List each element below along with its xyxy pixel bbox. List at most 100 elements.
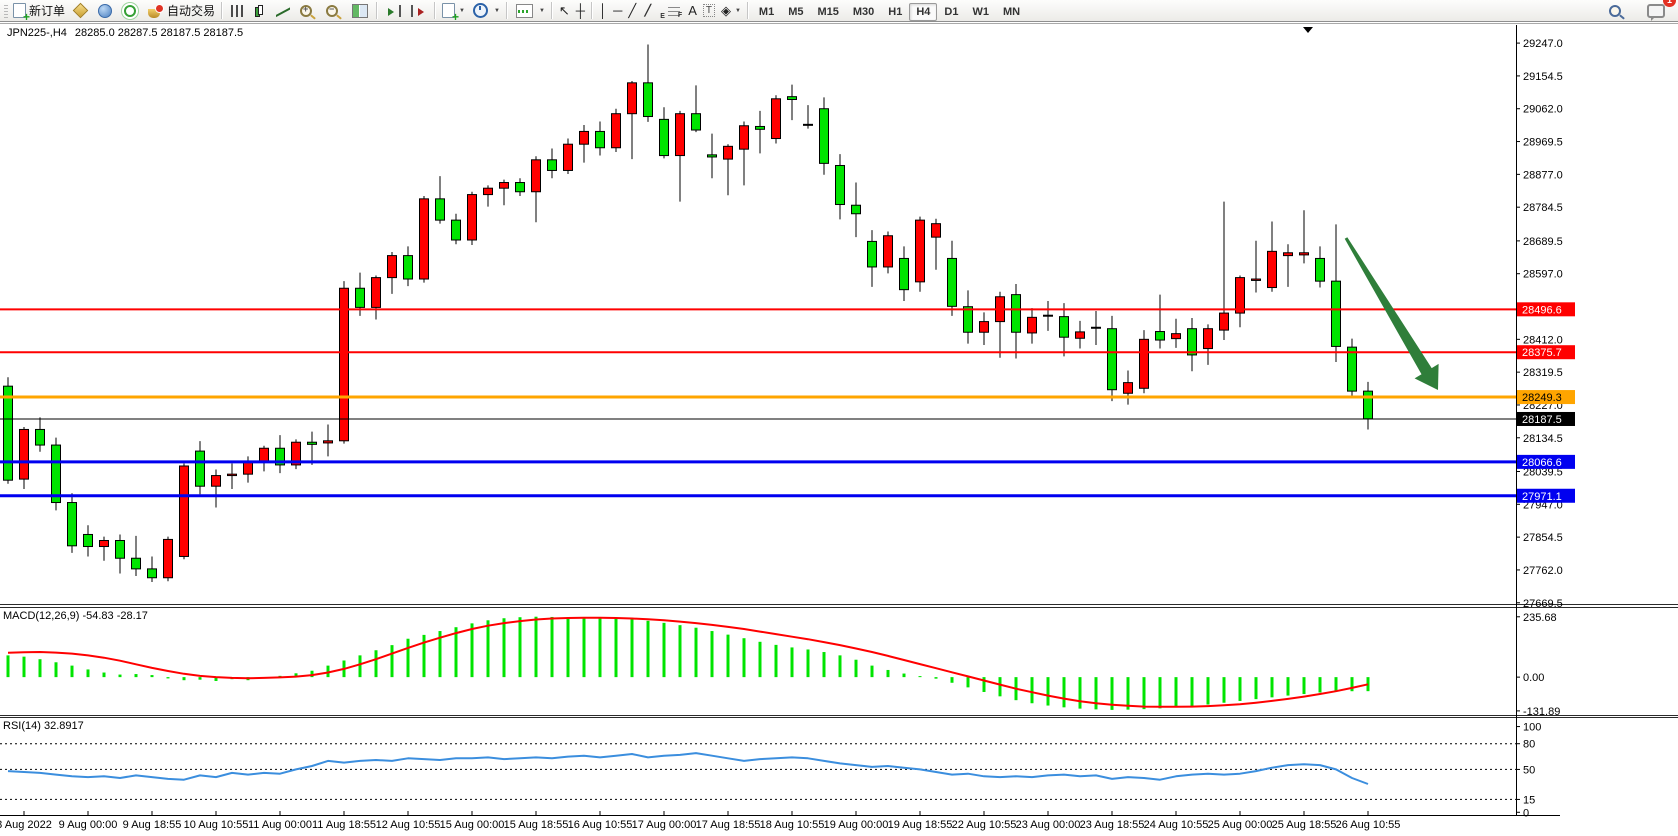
time-tick-label: 9 Aug 18:55 xyxy=(123,819,182,831)
candle xyxy=(771,98,781,140)
indicators-button[interactable]: ▼ xyxy=(511,1,548,21)
candle xyxy=(179,465,189,557)
macd-indicator-label: MACD(12,26,9) -54.83 -28.17 xyxy=(3,610,148,622)
price-badge xyxy=(1517,345,1575,360)
candle xyxy=(803,123,813,126)
time-tick-label: 19 Aug 00:00 xyxy=(824,819,889,831)
timeframe-button-M1[interactable]: M1 xyxy=(758,5,775,18)
channel-button[interactable]: ╱╱E xyxy=(639,1,666,21)
candle xyxy=(787,96,797,101)
market-watch-button[interactable] xyxy=(68,1,93,21)
search-icon xyxy=(1609,4,1621,17)
cursor-button[interactable]: ↖ xyxy=(556,1,573,21)
candle xyxy=(1267,250,1277,289)
candle xyxy=(1283,252,1293,257)
signals-button[interactable] xyxy=(117,1,143,21)
candle xyxy=(531,159,541,193)
candle xyxy=(83,533,93,548)
chat-button[interactable]: 1 xyxy=(1644,0,1676,21)
time-tick-label: 25 Aug 00:00 xyxy=(1208,819,1273,831)
candle xyxy=(1235,277,1245,314)
candle xyxy=(371,277,381,308)
macd-signal-line xyxy=(7,616,1369,708)
price-tick-label: 28319.5 xyxy=(1523,367,1563,379)
fibonacci-button[interactable]: F xyxy=(663,1,685,21)
zoom-out-button[interactable] xyxy=(321,1,347,21)
tile-windows-button[interactable] xyxy=(347,1,373,21)
price-tick-label: 28039.5 xyxy=(1523,466,1563,478)
timeframe-button-M5[interactable]: M5 xyxy=(788,5,804,18)
new-order-button[interactable]: 新订单 xyxy=(10,1,68,23)
down-arrow-annotation[interactable] xyxy=(1344,237,1439,390)
shapes-button[interactable]: ◈ ▼ xyxy=(718,1,744,21)
candle xyxy=(947,257,957,307)
candle xyxy=(99,539,109,548)
candle xyxy=(979,321,989,333)
text-button[interactable]: A xyxy=(685,1,700,21)
ohlc-values: 28285.0 28287.5 28187.5 28187.5 xyxy=(74,27,244,39)
line-chart-icon xyxy=(276,4,290,18)
auto-scroll-button[interactable] xyxy=(381,1,406,21)
candle xyxy=(307,441,317,445)
trendline-button[interactable]: ╱ xyxy=(625,1,639,21)
price-badge-label: 28187.5 xyxy=(1522,414,1562,426)
timeframe-button-M15[interactable]: M15 xyxy=(817,5,839,18)
price-badge-label: 27971.1 xyxy=(1522,491,1562,503)
indicators-icon xyxy=(515,3,533,18)
rsi-tick-label: 15 xyxy=(1523,794,1535,806)
candle xyxy=(499,182,509,189)
autotrade-button[interactable]: 自动交易 xyxy=(143,1,218,21)
candle xyxy=(723,145,733,160)
crosshair-button[interactable]: ┼ xyxy=(573,1,588,21)
time-tick-label: 17 Aug 18:55 xyxy=(696,819,761,831)
candle xyxy=(195,450,205,487)
chart-shift-button[interactable] xyxy=(406,1,431,21)
price-tick-label: 28597.0 xyxy=(1523,269,1563,281)
hline-button[interactable]: ─ xyxy=(610,1,625,21)
vertical-line-icon: │ xyxy=(599,3,608,18)
label-button[interactable]: T xyxy=(700,1,718,21)
price-tick-label: 28877.0 xyxy=(1523,169,1563,181)
candles-view-button[interactable] xyxy=(248,1,271,21)
macd-tick-label: 0.00 xyxy=(1523,672,1544,684)
candle xyxy=(915,219,925,283)
clock-icon xyxy=(472,3,488,18)
line-view-button[interactable] xyxy=(271,1,295,21)
chat-icon xyxy=(1647,3,1665,21)
timeframe-button-MN[interactable]: MN xyxy=(1002,5,1021,18)
time-tick-label: 9 Aug 00:00 xyxy=(59,819,118,831)
candle xyxy=(3,385,13,481)
new-chart-button[interactable]: ▼ xyxy=(439,1,468,23)
toolbar-separator xyxy=(746,2,749,19)
candlestick-icon xyxy=(253,4,266,17)
price-tick-label: 29247.0 xyxy=(1523,38,1563,50)
timeframe-button-W1[interactable]: W1 xyxy=(972,5,989,18)
candle xyxy=(1219,312,1229,331)
community-button[interactable] xyxy=(93,1,117,21)
zoom-in-button[interactable] xyxy=(295,1,321,21)
rsi-tick-label: 0 xyxy=(1523,807,1529,819)
candle xyxy=(467,194,477,241)
search-button[interactable] xyxy=(1604,1,1630,21)
chevron-down-icon: ▼ xyxy=(538,7,545,14)
chart-shift-icon xyxy=(411,4,426,17)
periods-button[interactable]: ▼ xyxy=(468,1,503,21)
toolbar-grip[interactable] xyxy=(4,3,8,18)
toolbar-separator xyxy=(221,2,224,19)
price-tick-label: 28969.5 xyxy=(1523,137,1563,149)
timeframe-button-M30[interactable]: M30 xyxy=(852,5,875,18)
trendline-icon: ╱ xyxy=(628,3,637,18)
candle xyxy=(51,444,61,504)
timeframe-button-D1[interactable]: D1 xyxy=(944,5,959,18)
bars-view-button[interactable] xyxy=(226,1,248,21)
price-badge xyxy=(1517,454,1575,469)
timeframe-button-H1[interactable]: H1 xyxy=(888,5,903,18)
time-axis: 8 Aug 2022 9 Aug 00:00 9 Aug 18:55 10 Aug 1… xyxy=(0,811,1400,831)
candle xyxy=(1299,252,1309,256)
candle xyxy=(291,441,301,466)
vline-button[interactable]: │ xyxy=(596,1,610,21)
candle xyxy=(275,447,285,466)
level-lines-layer xyxy=(0,308,1516,498)
timeframe-button-H4[interactable]: H4 xyxy=(909,2,938,21)
